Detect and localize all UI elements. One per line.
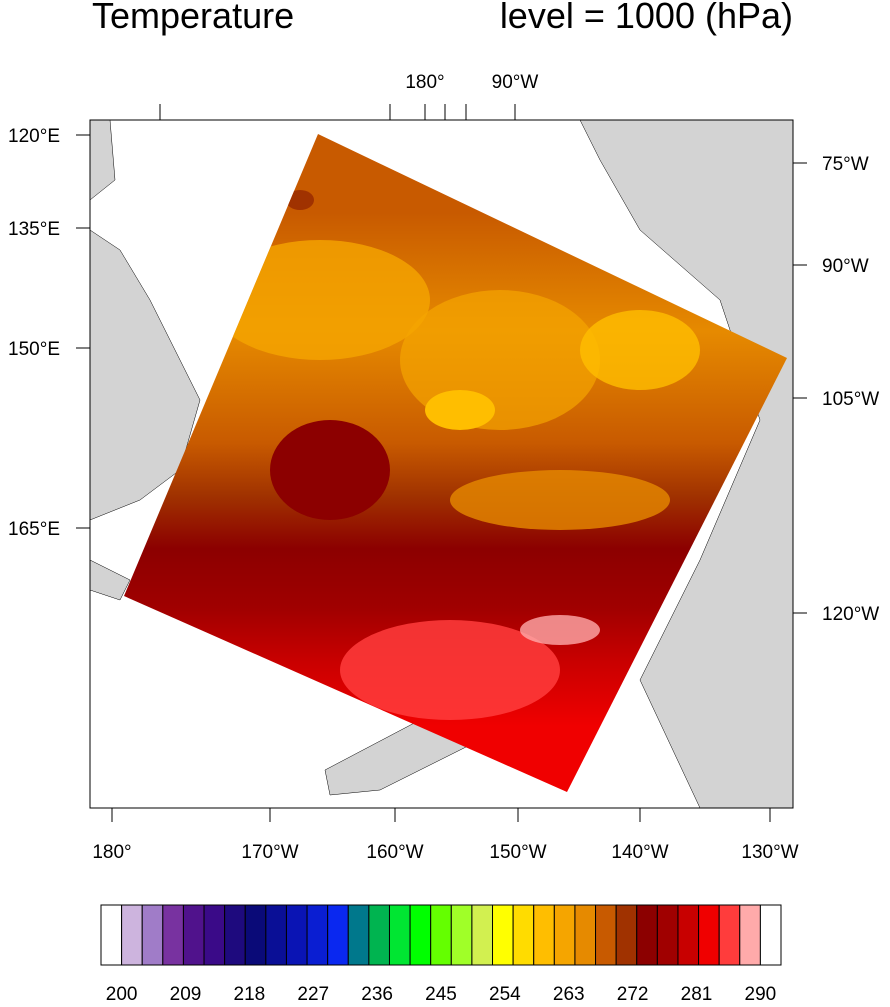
colorbar-box <box>492 904 514 966</box>
map-frame <box>89 119 794 809</box>
left-tick-label: 150°E <box>8 339 60 360</box>
colorbar-box <box>698 904 720 966</box>
map <box>90 120 793 808</box>
bottom-tick-label: 180° <box>92 842 131 863</box>
colorbar-box <box>182 904 205 966</box>
colorbar-label: 263 <box>553 984 585 1002</box>
colorbar-box <box>306 904 329 966</box>
bottom-tick-label: 130°W <box>741 842 798 863</box>
bottom-tick-label: 140°W <box>611 842 668 863</box>
colorbar: 200 209 218 227 236 245 254 263 272 281 290 <box>100 904 782 1005</box>
colorbar-box <box>265 904 287 966</box>
colorbar-box <box>368 904 390 966</box>
map-axes: 180° 90°W 180° 170°W 160°W 150°W 140°W 130°W 120… <box>8 72 879 863</box>
colorbar-label: 245 <box>425 984 457 1002</box>
bottom-tick-label: 170°W <box>241 842 298 863</box>
colorbar-box <box>574 904 597 966</box>
colorbar-label: 281 <box>681 984 713 1002</box>
colorbar-box <box>141 904 164 966</box>
right-tick-label: 90°W <box>822 256 869 277</box>
colorbar-box <box>656 904 679 966</box>
colorbar-box <box>450 904 473 966</box>
bottom-tick-label: 150°W <box>489 842 546 863</box>
colorbar-box <box>533 904 555 966</box>
colorbar-box <box>244 904 267 966</box>
colorbar-box <box>162 904 184 966</box>
colorbar-label: 218 <box>234 984 266 1002</box>
colorbar-box <box>471 904 494 966</box>
left-tick-label: 135°E <box>8 219 60 240</box>
colorbar-box <box>512 904 535 966</box>
colorbar-box <box>327 904 349 966</box>
colorbar-box <box>347 904 370 966</box>
colorbar-label: 200 <box>106 984 138 1002</box>
colorbar-box <box>739 904 761 966</box>
bottom-tick-label: 160°W <box>366 842 423 863</box>
colorbar-label: 254 <box>489 984 521 1002</box>
colorbar-label: 290 <box>745 984 777 1002</box>
colorbar-box <box>100 904 123 966</box>
right-tick-label: 75°W <box>822 154 869 175</box>
colorbar-box <box>121 904 143 966</box>
colorbar-box <box>409 904 432 966</box>
colorbar-box <box>285 904 308 966</box>
colorbar-box <box>718 904 741 966</box>
colorbar-label: 227 <box>297 984 329 1002</box>
colorbar-label: 272 <box>617 984 649 1002</box>
colorbar-box <box>388 904 411 966</box>
colorbar-box <box>636 904 658 966</box>
top-tick-label: 180° <box>405 72 444 93</box>
colorbar-box <box>595 904 617 966</box>
colorbar-box <box>203 904 226 966</box>
colorbar-box <box>430 904 452 966</box>
right-title: level = 1000 (hPa) <box>500 0 793 36</box>
left-title: Temperature <box>92 0 294 36</box>
colorbar-label: 209 <box>170 984 202 1002</box>
colorbar-box <box>224 904 246 966</box>
right-tick-label: 105°W <box>822 389 879 410</box>
colorbar-label: 236 <box>361 984 393 1002</box>
top-tick-label: 90°W <box>492 72 539 93</box>
right-tick-label: 120°W <box>822 604 879 625</box>
colorbar-box <box>677 904 700 966</box>
colorbar-box <box>615 904 638 966</box>
colorbar-box <box>553 904 576 966</box>
left-tick-label: 120°E <box>8 126 60 147</box>
left-tick-label: 165°E <box>8 519 60 540</box>
colorbar-box <box>759 904 782 966</box>
